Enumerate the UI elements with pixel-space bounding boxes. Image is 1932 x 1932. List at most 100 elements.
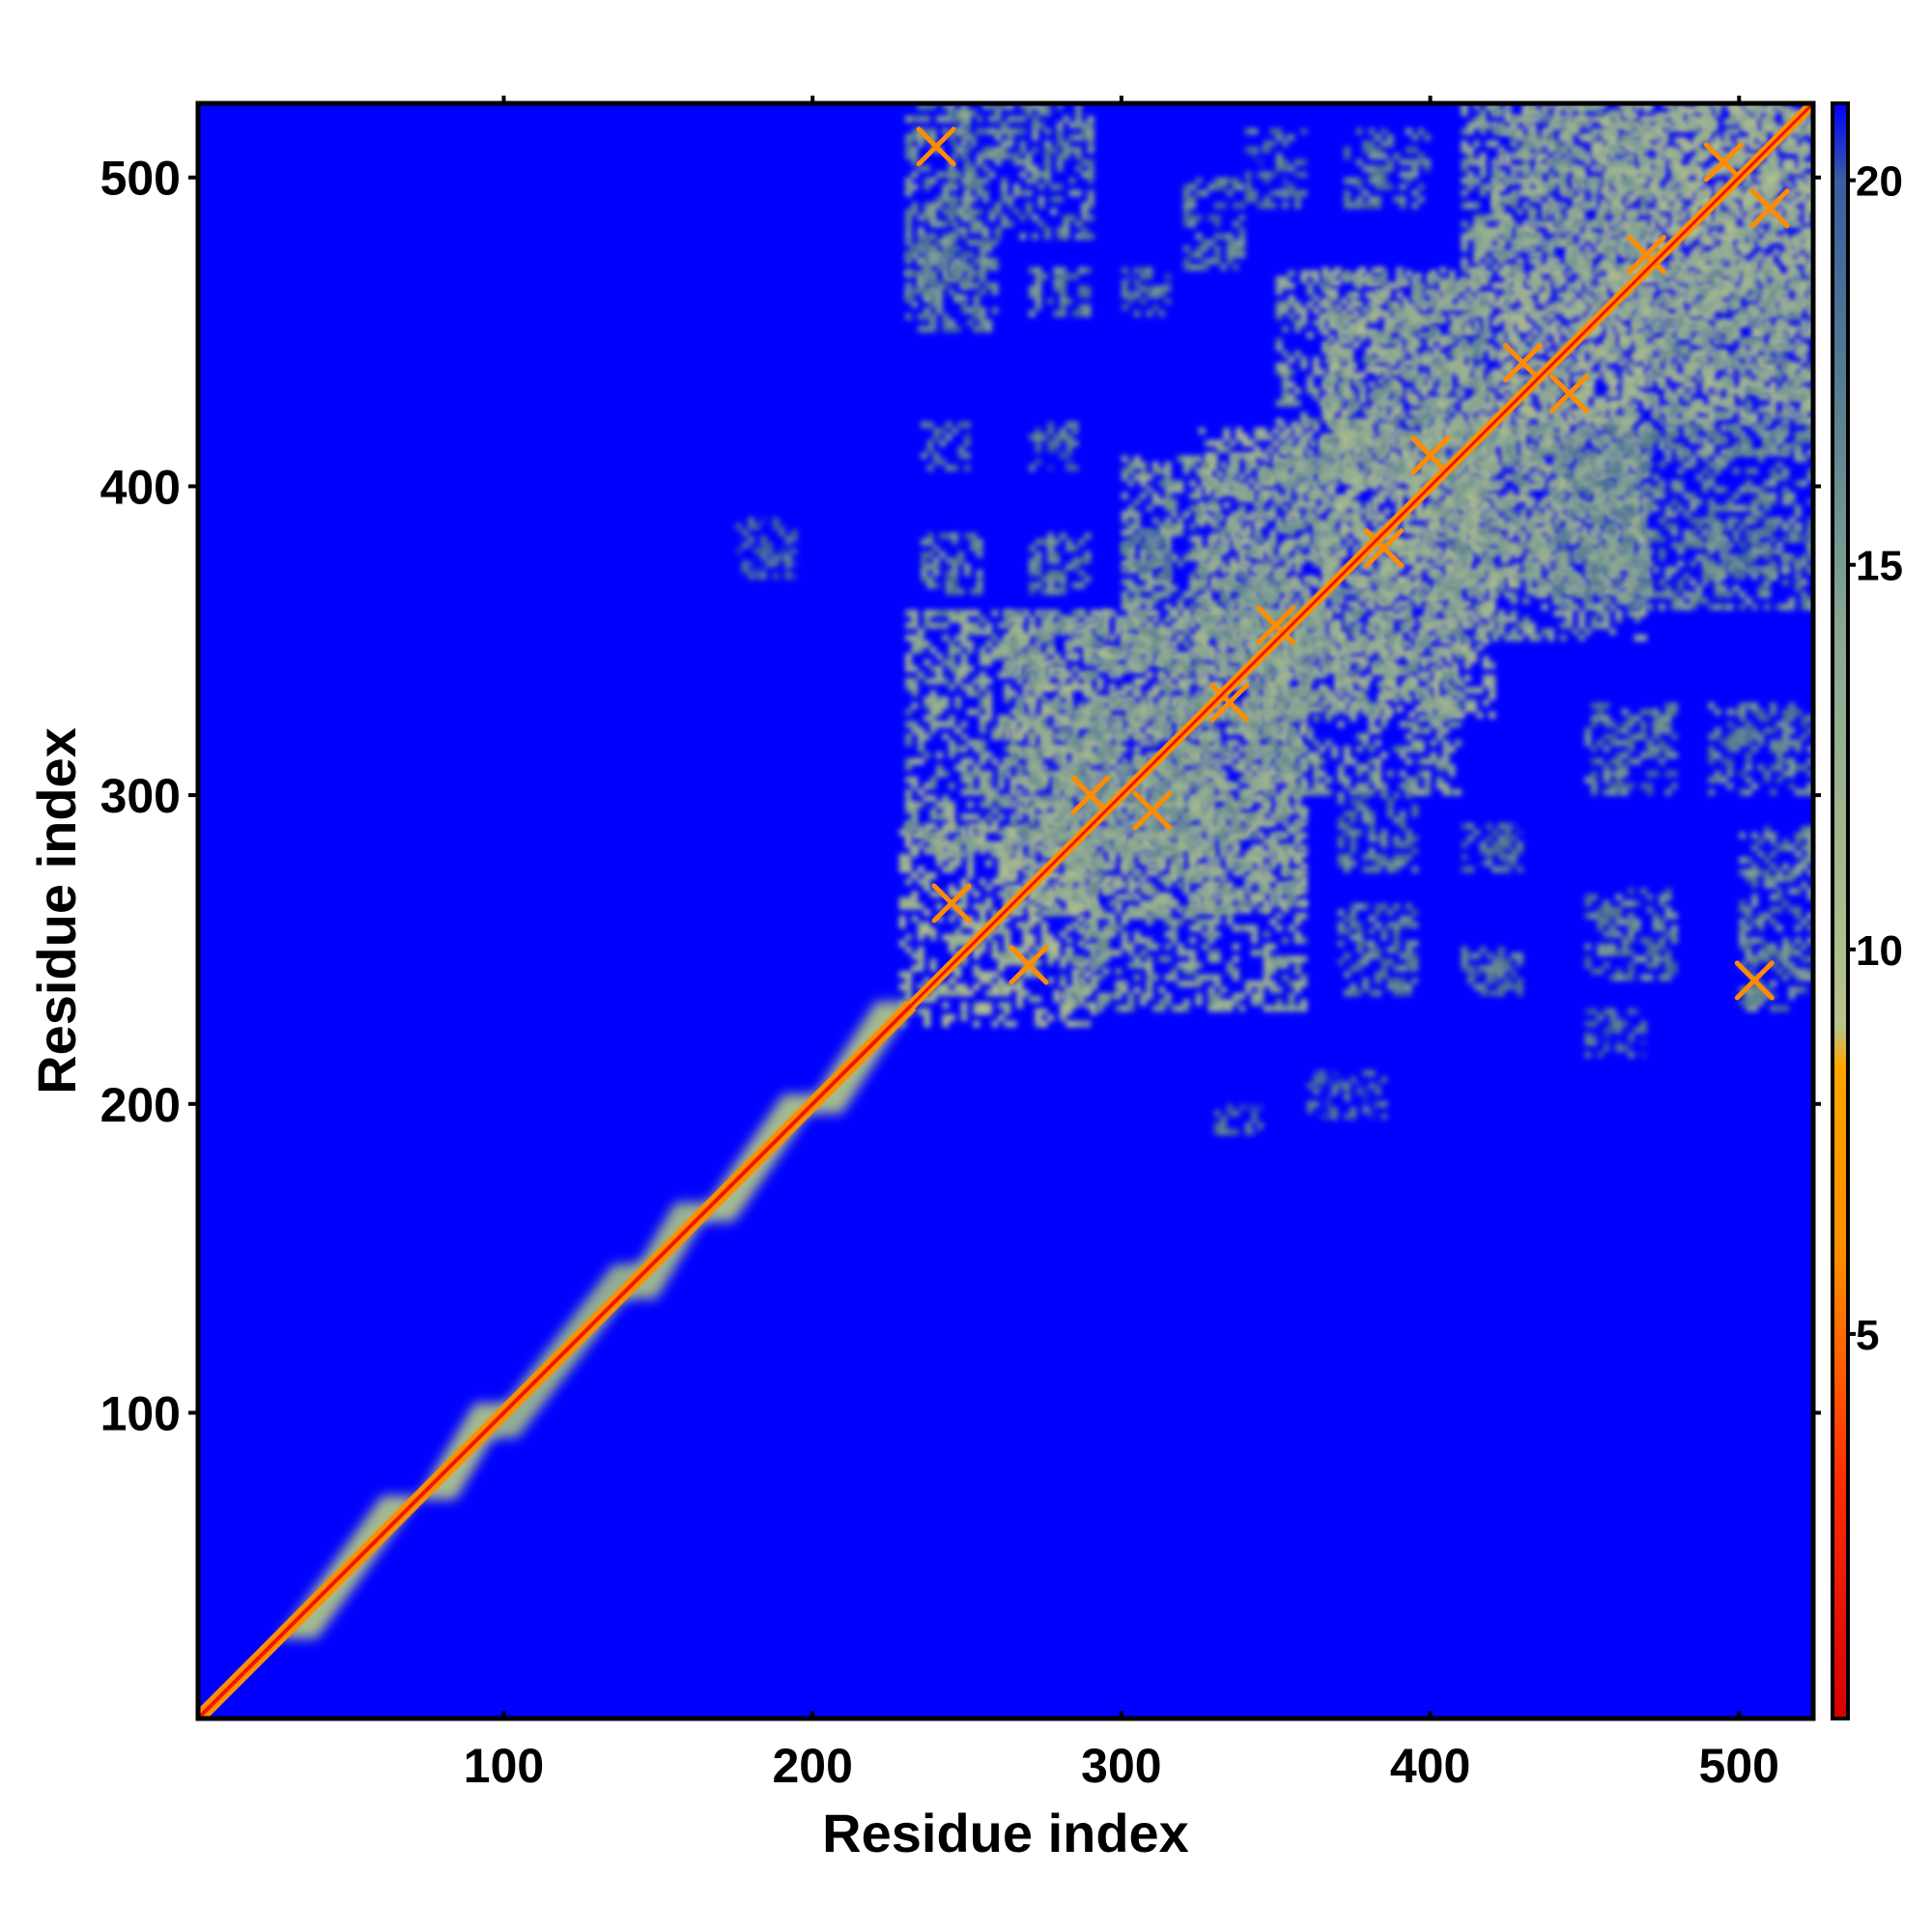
heatmap-cell: [1328, 365, 1335, 373]
heatmap-cell: [1022, 659, 1030, 667]
heatmap-cell: [1510, 140, 1518, 148]
heatmap-cell: [1053, 844, 1061, 852]
heatmap-cell: [929, 872, 937, 879]
heatmap-cell: [1022, 684, 1030, 691]
heatmap-cell: [1489, 711, 1496, 719]
heatmap-cell: [1590, 115, 1598, 123]
heatmap-cell: [1603, 375, 1610, 383]
heatmap-cell: [1334, 496, 1342, 502]
heatmap-cell: [1004, 853, 1011, 861]
heatmap-cell: [1053, 989, 1061, 997]
heatmap-cell: [1352, 341, 1360, 349]
heatmap-cell: [1251, 844, 1259, 852]
heatmap-cell: [1427, 384, 1435, 391]
heatmap-cell: [1414, 569, 1422, 577]
heatmap-cell: [998, 860, 1005, 867]
heatmap-cell: [1309, 440, 1317, 447]
heatmap-cell: [1269, 863, 1277, 870]
heatmap-cell: [960, 940, 968, 948]
heatmap-cell: [1584, 362, 1592, 370]
heatmap-cell: [1396, 489, 1404, 497]
heatmap-cell: [1445, 656, 1453, 664]
heatmap-cell: [1628, 387, 1635, 395]
heatmap-cell: [1636, 292, 1644, 298]
heatmap-cell: [1566, 233, 1574, 241]
heatmap-cell: [1597, 399, 1605, 407]
heatmap-cell: [1254, 434, 1262, 440]
heatmap-cell: [967, 866, 974, 873]
heatmap-cell: [1504, 264, 1512, 271]
heatmap-cell: [1084, 714, 1092, 722]
heatmap-cell: [1059, 1002, 1066, 1009]
heatmap-cell: [1427, 545, 1435, 553]
heatmap-cell: [1078, 906, 1086, 914]
heatmap-cell: [1463, 643, 1471, 651]
heatmap-cell: [1383, 421, 1391, 429]
heatmap-cell: [1609, 412, 1616, 419]
heatmap-cell: [936, 860, 943, 867]
heatmap-cell: [1541, 393, 1548, 401]
heatmap-cell: [1492, 375, 1499, 383]
heatmap-cell: [1009, 788, 1017, 796]
heatmap-cell: [1016, 752, 1024, 759]
heatmap-cell: [1251, 826, 1259, 833]
heatmap-cell: [1590, 306, 1598, 314]
heatmap-cell: [1300, 875, 1308, 883]
heatmap-cell: [1517, 319, 1523, 327]
heatmap-cell: [1254, 445, 1262, 453]
heatmap-cell: [1300, 813, 1308, 821]
heatmap-cell: [1151, 684, 1159, 691]
heatmap-cell: [1004, 1002, 1011, 1009]
heatmap-cell: [1065, 1020, 1073, 1028]
heatmap-cell: [1238, 888, 1246, 895]
heatmap-cell: [1776, 326, 1783, 333]
heatmap-cell: [942, 983, 950, 991]
heatmap-cell: [1553, 226, 1561, 234]
heatmap-cell: [1714, 133, 1721, 141]
heatmap-cell: [1115, 726, 1122, 734]
heatmap-cell: [1670, 337, 1678, 345]
heatmap-cell: [1047, 770, 1055, 778]
heatmap-cell: [1451, 396, 1459, 404]
heatmap-cell: [1275, 894, 1283, 901]
heatmap-cell: [1257, 721, 1264, 728]
heatmap-cell: [1553, 337, 1561, 345]
heatmap-cell: [1171, 776, 1178, 783]
heatmap-cell: [1548, 122, 1554, 129]
heatmap-cell: [1745, 381, 1752, 388]
heatmap-cell: [948, 933, 955, 941]
heatmap-cell: [1566, 331, 1574, 339]
heatmap-cell: [1664, 362, 1672, 370]
heatmap-cell: [923, 927, 931, 935]
heatmap-cell: [1578, 412, 1585, 419]
heatmap-cell: [1371, 569, 1378, 577]
heatmap-cell: [1383, 310, 1391, 318]
heatmap-cell: [1244, 826, 1252, 833]
heatmap-cell: [960, 1002, 968, 1009]
heatmap-cell: [1708, 140, 1716, 148]
heatmap-cell: [985, 971, 993, 979]
heatmap-cell: [967, 822, 974, 830]
heatmap-cell: [1634, 344, 1641, 352]
heatmap-cell: [1059, 909, 1066, 917]
heatmap-cell: [973, 952, 980, 960]
heatmap-cell: [1004, 891, 1011, 898]
heatmap-cell: [1047, 958, 1055, 966]
heatmap-cell: [1522, 177, 1530, 185]
heatmap-cell: [1022, 946, 1030, 953]
heatmap-cell: [1497, 295, 1505, 302]
heatmap-cell: [1084, 863, 1092, 870]
heatmap-cell: [936, 903, 943, 910]
heatmap-cell: [979, 878, 986, 886]
heatmap-cell: [1040, 881, 1048, 889]
heatmap-cell: [1535, 319, 1543, 327]
heatmap-cell: [1195, 690, 1203, 697]
heatmap-cell: [1609, 375, 1616, 383]
heatmap-cell: [1004, 927, 1011, 935]
heatmap-cell: [1621, 387, 1629, 395]
heatmap-cell: [1609, 399, 1616, 407]
heatmap-cell: [960, 983, 968, 991]
heatmap-cell: [1603, 350, 1610, 357]
heatmap-cell: [1053, 903, 1061, 910]
heatmap-cell: [1695, 331, 1703, 339]
